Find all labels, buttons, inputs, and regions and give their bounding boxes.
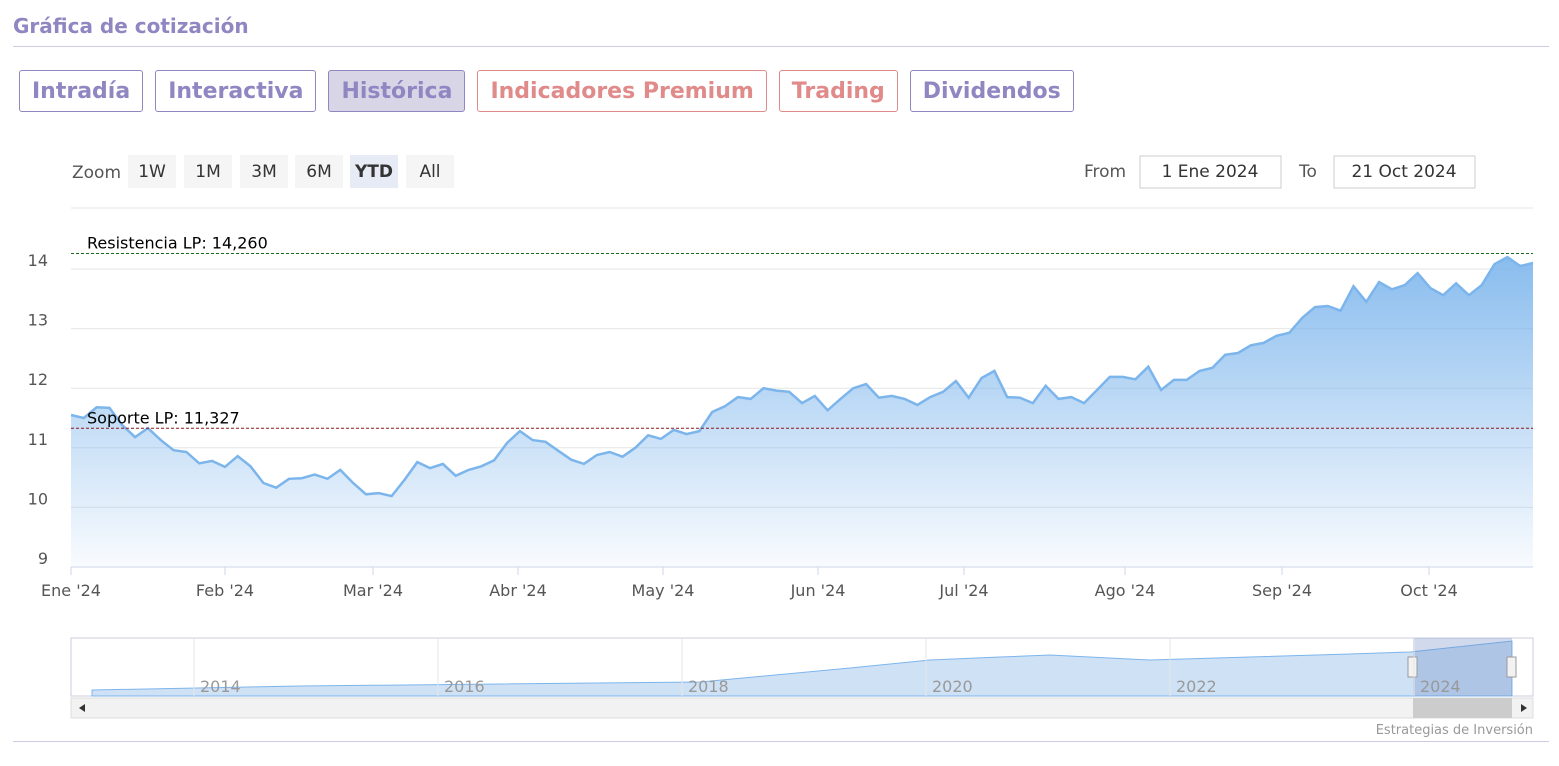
navigator-handle[interactable] bbox=[1407, 656, 1418, 678]
navigator-year: 2016 bbox=[444, 677, 485, 696]
zoom-button-label[interactable]: 1W bbox=[138, 162, 166, 182]
y-tick-label: 13 bbox=[28, 311, 48, 330]
date-value: 21 Oct 2024 bbox=[1351, 162, 1456, 182]
divider bbox=[13, 741, 1549, 742]
zoom-button[interactable] bbox=[295, 155, 343, 188]
range-label: From bbox=[1084, 162, 1126, 182]
x-tick-label: Jun '24 bbox=[790, 581, 846, 600]
tab[interactable]: Interactiva bbox=[155, 70, 317, 112]
x-tick-label: Oct '24 bbox=[1400, 581, 1458, 600]
y-tick-label: 12 bbox=[28, 370, 48, 389]
scrollbar-track[interactable] bbox=[70, 697, 1534, 719]
range-label: To bbox=[1298, 162, 1317, 182]
tab[interactable]: Intradía bbox=[19, 70, 144, 112]
zoom-button[interactable] bbox=[128, 155, 176, 188]
navigator-handle[interactable] bbox=[1506, 656, 1517, 678]
zoom-button-label[interactable]: YTD bbox=[354, 162, 393, 182]
zoom-label: Zoom bbox=[72, 163, 121, 183]
tab[interactable]: Trading bbox=[778, 70, 898, 112]
navigator-mask bbox=[1413, 638, 1512, 696]
x-tick-label: Ene '24 bbox=[41, 581, 101, 600]
navigator-year: 2022 bbox=[1176, 677, 1217, 696]
divider bbox=[13, 46, 1549, 47]
navigator-year: 2018 bbox=[688, 677, 729, 696]
x-tick-label: May '24 bbox=[632, 581, 695, 600]
x-tick-label: Abr '24 bbox=[489, 581, 547, 600]
x-tick-label: Mar '24 bbox=[343, 581, 403, 600]
x-tick-label: Ago '24 bbox=[1095, 581, 1156, 600]
x-tick-label: Sep '24 bbox=[1252, 581, 1312, 600]
tab[interactable]: Indicadores Premium bbox=[477, 70, 767, 112]
y-tick-label: 14 bbox=[28, 251, 48, 270]
zoom-button-label[interactable]: 6M bbox=[306, 162, 331, 182]
y-tick-label: 9 bbox=[38, 549, 48, 568]
date-value: 1 Ene 2024 bbox=[1162, 162, 1259, 182]
level-label: Resistencia LP: 14,260 bbox=[87, 234, 268, 253]
section-title: Gráfica de cotización bbox=[13, 14, 249, 38]
zoom-button-label[interactable]: 3M bbox=[251, 162, 276, 182]
y-tick-label: 11 bbox=[28, 430, 48, 449]
zoom-button-label[interactable]: All bbox=[419, 162, 440, 182]
x-tick-label: Jul '24 bbox=[938, 581, 988, 600]
navigator-year: 2024 bbox=[1420, 677, 1461, 696]
date-input[interactable] bbox=[1333, 155, 1476, 189]
tab-bar: Intradía Interactiva Histórica Indicadores … bbox=[19, 70, 1074, 112]
area-fill bbox=[71, 257, 1533, 567]
x-tick-label: Feb '24 bbox=[196, 581, 254, 600]
navigator-year: 2014 bbox=[200, 677, 241, 696]
price-line bbox=[70, 255, 1534, 498]
zoom-button[interactable] bbox=[406, 155, 454, 188]
y-tick-label: 10 bbox=[28, 489, 48, 508]
scrollbar-thumb[interactable] bbox=[1413, 698, 1512, 718]
tab[interactable]: Histórica bbox=[328, 70, 466, 112]
zoom-button[interactable] bbox=[240, 155, 288, 188]
credit: Estrategias de Inversión bbox=[1376, 723, 1533, 738]
navigator: 2014 2016 2018 2020 2022 2024 bbox=[70, 637, 1534, 719]
navigator-year: 2020 bbox=[932, 677, 973, 696]
zoom-button-label[interactable]: 1M bbox=[195, 162, 220, 182]
level-label: Soporte LP: 11,327 bbox=[87, 408, 240, 427]
zoom-button[interactable] bbox=[184, 155, 232, 188]
zoom-button[interactable] bbox=[350, 155, 398, 188]
date-input[interactable] bbox=[1139, 155, 1282, 189]
tab[interactable]: Dividendos bbox=[909, 70, 1074, 112]
